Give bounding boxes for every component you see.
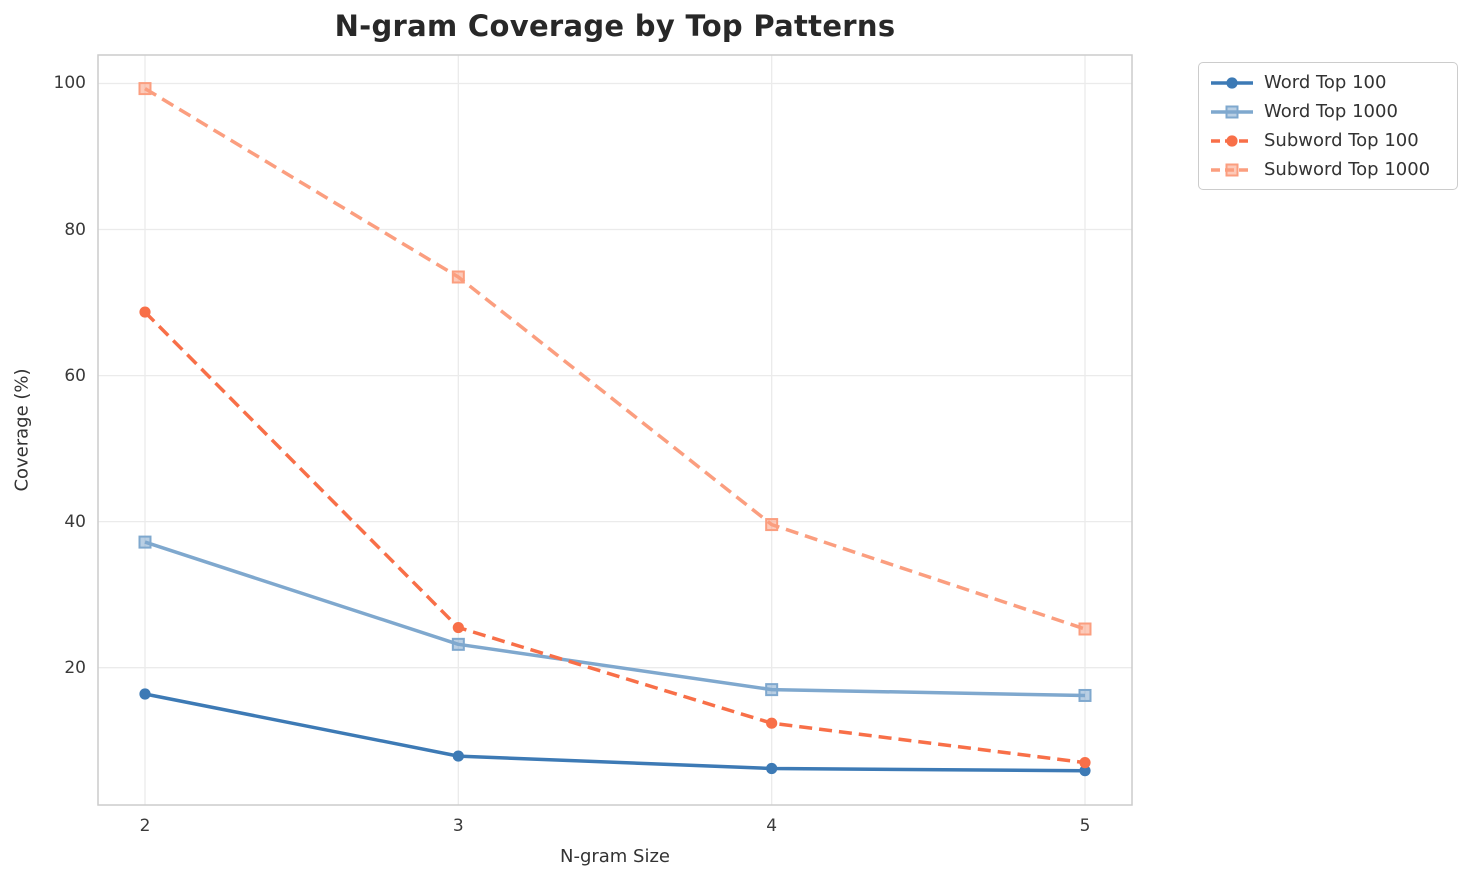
series-marker-subword-top-1000 — [138, 82, 152, 96]
y-axis-label: Coverage (%) — [11, 368, 33, 492]
legend-item-word-top-100: Word Top 100 — [1199, 68, 1457, 97]
series-line-subword-top-100 — [143, 310, 1086, 765]
y-tick-label: 40 — [64, 511, 86, 532]
series-marker-subword-top-1000 — [765, 518, 779, 532]
x-tick-label: 2 — [139, 816, 151, 836]
series-marker-word-top-100 — [1079, 765, 1091, 777]
series-marker-legend-word-top-100 — [1226, 76, 1238, 89]
legend-swatch-subword-top-100 — [1211, 134, 1253, 147]
series-marker-word-top-1000 — [1078, 688, 1092, 702]
legend-item-subword-top-100: Subword Top 100 — [1199, 126, 1457, 155]
series-marker-subword-top-100 — [766, 717, 778, 729]
series-marker-legend-subword-top-100 — [1226, 134, 1238, 147]
series-marker-word-top-1000 — [451, 637, 465, 651]
x-axis-label: N-gram Size — [559, 846, 671, 867]
series-marker-subword-top-100 — [1079, 757, 1091, 769]
series-marker-word-top-100 — [452, 750, 464, 762]
legend: Word Top 100 Word Top 1000 Subword Top 100… — [1198, 62, 1458, 190]
series-line-subword-top-1000 — [144, 87, 1086, 631]
series-line-word-top-1000 — [144, 540, 1086, 698]
legend-label: Word Top 100 — [1264, 72, 1387, 93]
series-marker-subword-top-1000 — [451, 270, 465, 284]
legend-swatch-word-top-100 — [1211, 76, 1253, 89]
x-tick-label: 5 — [1079, 816, 1091, 836]
legend-label: Subword Top 100 — [1264, 130, 1419, 151]
y-tick-label: 80 — [64, 219, 86, 240]
series-marker-legend-word-top-1000 — [1225, 105, 1239, 118]
legend-swatch-word-top-1000 — [1211, 105, 1253, 118]
legend-label: Subword Top 1000 — [1264, 159, 1431, 180]
series-marker-word-top-100 — [766, 762, 778, 775]
x-tick-label: 4 — [766, 816, 778, 836]
series-marker-legend-subword-top-1000 — [1225, 163, 1239, 176]
legend-item-word-top-1000: Word Top 1000 — [1199, 97, 1457, 126]
y-tick-label: 20 — [64, 657, 86, 678]
y-tick-label: 100 — [53, 73, 86, 94]
x-tick-label: 3 — [452, 816, 464, 836]
chart-title: N-gram Coverage by Top Patterns — [334, 9, 896, 43]
series-marker-word-top-1000 — [138, 535, 152, 549]
series-marker-word-top-100 — [139, 688, 151, 700]
legend-swatch-subword-top-1000 — [1211, 163, 1253, 176]
series-line-word-top-100 — [144, 692, 1086, 773]
series-marker-subword-top-100 — [452, 621, 464, 634]
series-marker-word-top-1000 — [765, 683, 779, 697]
legend-label: Word Top 1000 — [1264, 101, 1398, 122]
legend-item-subword-top-1000: Subword Top 1000 — [1199, 155, 1457, 184]
plot-border — [97, 54, 1133, 806]
series-marker-subword-top-100 — [139, 306, 151, 318]
y-tick-label: 60 — [64, 365, 86, 386]
series-marker-subword-top-1000 — [1078, 622, 1092, 636]
